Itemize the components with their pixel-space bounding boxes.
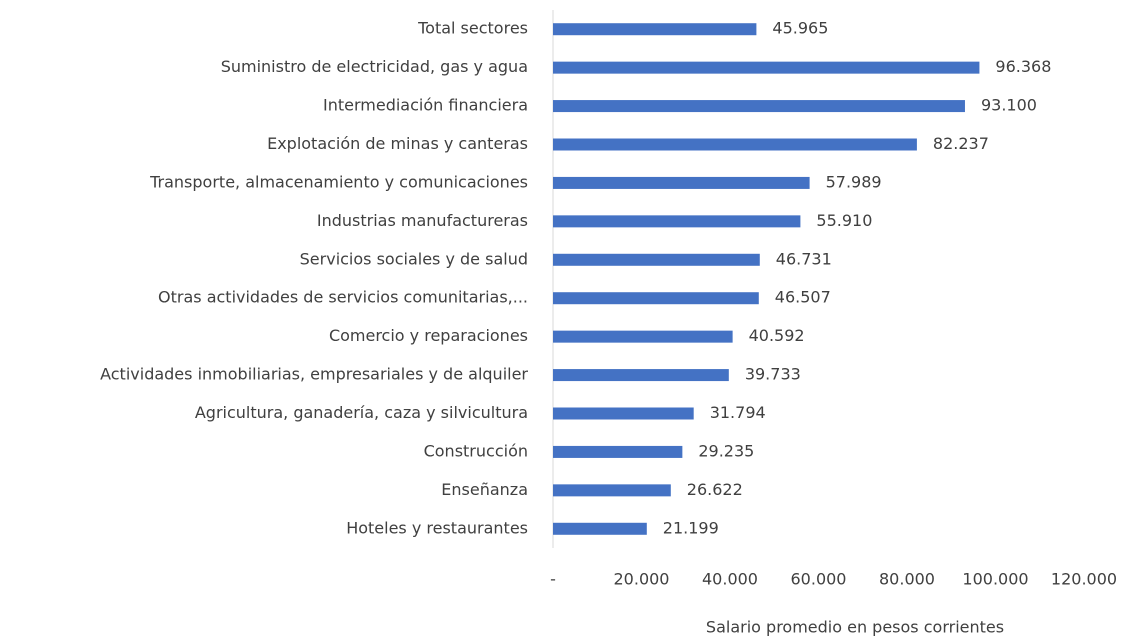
bar: [553, 522, 647, 535]
x-tick-label: 60.000: [791, 570, 847, 589]
x-tick-label: 20.000: [614, 570, 670, 589]
data-label: 55.910: [816, 211, 872, 230]
y-tick-label: Explotación de minas y canteras: [267, 134, 528, 153]
y-tick-label: Suministro de electricidad, gas y agua: [221, 57, 528, 76]
data-label: 26.622: [687, 480, 743, 499]
data-label: 46.731: [776, 249, 832, 268]
x-tick-label: 120.000: [1051, 570, 1117, 589]
bar: [553, 215, 801, 228]
y-tick-label: Intermediación financiera: [323, 96, 528, 115]
x-tick-label: 100.000: [962, 570, 1028, 589]
y-tick-label: Construcción: [424, 441, 528, 460]
bar: [553, 138, 917, 151]
bar: [553, 407, 694, 420]
y-tick-label: Comercio y reparaciones: [329, 326, 528, 345]
y-tick-label: Industrias manufactureras: [317, 211, 528, 230]
data-label: 57.989: [826, 172, 882, 191]
y-tick-label: Otras actividades de servicios comunitar…: [158, 288, 528, 307]
y-tick-label: Hoteles y restaurantes: [346, 518, 528, 537]
data-label: 93.100: [981, 96, 1037, 115]
data-label: 82.237: [933, 134, 989, 153]
x-axis-title: Salario promedio en pesos corrientes: [706, 618, 1004, 637]
data-label: 46.507: [775, 288, 831, 307]
bar: [553, 369, 729, 382]
data-label: 29.235: [698, 441, 754, 460]
y-tick-label: Servicios sociales y de salud: [300, 249, 528, 268]
y-tick-label: Enseñanza: [441, 480, 528, 499]
bar: [553, 176, 810, 189]
x-tick-label: -: [550, 570, 556, 589]
data-label: 45.965: [772, 19, 828, 38]
bar: [553, 292, 759, 305]
bar: [553, 61, 980, 74]
y-tick-label: Agricultura, ganadería, caza y silvicult…: [195, 403, 528, 422]
y-tick-label: Actividades inmobiliarias, empresariales…: [100, 365, 528, 384]
x-tick-label: 80.000: [879, 570, 935, 589]
y-tick-label: Total sectores: [417, 19, 528, 38]
data-label: 40.592: [749, 326, 805, 345]
data-label: 21.199: [663, 518, 719, 537]
data-label: 39.733: [745, 365, 801, 384]
y-tick-label: Transporte, almacenamiento y comunicacio…: [149, 172, 528, 191]
bar: [553, 484, 671, 497]
bar: [553, 330, 733, 343]
data-label: 31.794: [710, 403, 766, 422]
bar: [553, 23, 757, 36]
bar: [553, 445, 683, 458]
data-label: 96.368: [995, 57, 1051, 76]
bar: [553, 253, 760, 266]
bar: [553, 100, 965, 113]
x-tick-label: 40.000: [702, 570, 758, 589]
